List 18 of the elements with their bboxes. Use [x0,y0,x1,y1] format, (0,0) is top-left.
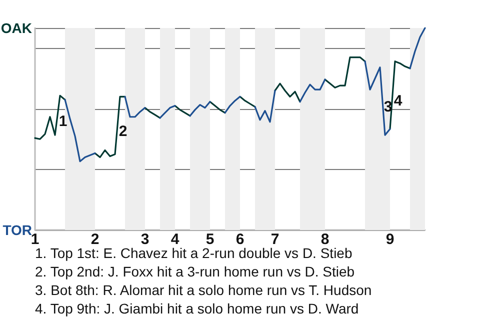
text: 1. Top 1st: E. Chavez hit a 2-run double vs D. Stieb [35,245,352,261]
x-tick-label: 2 [90,231,100,248]
x-tick-label: 6 [236,231,244,248]
annotation: 1 [58,112,68,130]
text: 2. Top 2nd: J. Foxx hit a 3-run home run vs D. Stieb [35,264,355,280]
annotation: 4 [394,92,403,110]
text: OAK [0,20,32,36]
x-tick-label: 7 [270,231,280,248]
x-tick-label: 3 [140,231,150,248]
x-tick-label: 9 [386,231,394,248]
text: TOR [2,222,32,238]
text: 3. Bot 8th: R. Alomar hit a solo home run vs T. Hudson [35,282,372,298]
x-tick-label: 4 [170,231,180,248]
x-tick-label: 1 [30,231,40,248]
annotation: 2 [118,122,128,140]
x-tick-label: 5 [206,231,214,248]
x-tick-label: 8 [320,231,330,248]
text: 4. Top 9th: J. Giambi hit a solo home run vs D. Ward [35,300,359,316]
